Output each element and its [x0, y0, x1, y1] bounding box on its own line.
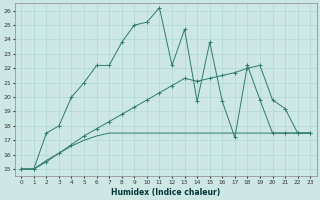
X-axis label: Humidex (Indice chaleur): Humidex (Indice chaleur) [111, 188, 220, 197]
